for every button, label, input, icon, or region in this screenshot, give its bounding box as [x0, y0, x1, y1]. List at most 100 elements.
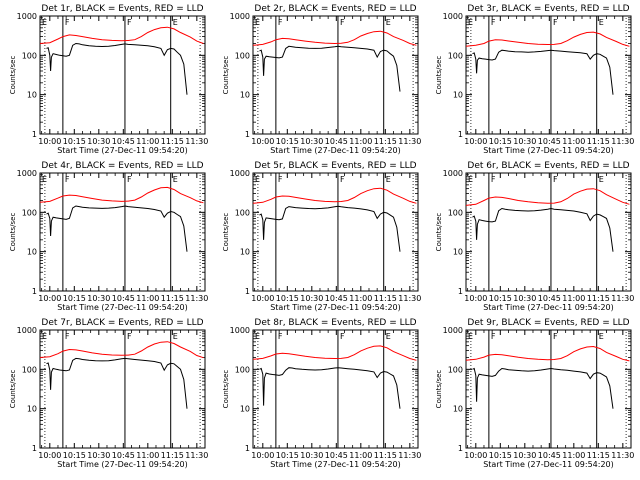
- x-tick-label: 10:45: [538, 451, 561, 460]
- marker-label: E: [42, 332, 47, 341]
- y-tick-label: 100: [22, 208, 37, 217]
- marker-label: E: [386, 18, 391, 27]
- x-tick-label: 11:15: [374, 294, 397, 303]
- x-tick-label: 10:30: [87, 294, 110, 303]
- marker-label: F: [340, 332, 345, 341]
- x-axis-label: Start Time (27-Dec-11 09:54:20): [483, 303, 614, 312]
- x-tick-label: 11:00: [136, 137, 159, 146]
- x-tick-label: 10:15: [63, 294, 86, 303]
- plot-frame: [39, 172, 206, 292]
- marker-label: F: [127, 332, 132, 341]
- x-tick-label: 11:30: [398, 451, 421, 460]
- series-line-lld: [39, 26, 204, 44]
- x-tick-label: 11:15: [587, 294, 610, 303]
- marker-label: F: [491, 175, 496, 184]
- series-line-lld: [252, 345, 417, 361]
- panel-title: Det 2r, BLACK = Events, RED = LLD: [254, 4, 416, 14]
- marker-label: E: [386, 332, 391, 341]
- x-tick-label: 10:30: [300, 294, 323, 303]
- y-axis-label: Counts/sec: [9, 213, 17, 252]
- panel-7: Det 7r, BLACK = Events, RED = LLD 1 10 100 1…: [9, 318, 208, 469]
- y-axis-label: Counts/sec: [435, 370, 443, 409]
- y-axis-label: Counts/sec: [435, 213, 443, 252]
- x-tick-label: 10:15: [276, 137, 299, 146]
- x-tick-label: 11:15: [161, 294, 184, 303]
- x-tick-label: 10:00: [38, 137, 61, 146]
- x-axis-label: Start Time (27-Dec-11 09:54:20): [483, 460, 614, 469]
- y-tick-label: 10: [453, 91, 463, 100]
- x-tick-label: 10:30: [513, 294, 536, 303]
- panel-title: Det 5r, BLACK = Events, RED = LLD: [254, 161, 416, 171]
- series-line-events: [472, 367, 614, 409]
- panel-8: Det 8r, BLACK = Events, RED = LLD 1 10 100 1…: [222, 318, 421, 469]
- marker-label: E: [42, 18, 47, 27]
- x-tick-label: 11:00: [562, 137, 585, 146]
- plot-frame: [39, 15, 206, 135]
- x-tick-label: 10:45: [325, 137, 348, 146]
- y-tick-label: 1: [32, 130, 37, 139]
- x-tick-label: 10:30: [513, 451, 536, 460]
- y-tick-label: 1000: [443, 12, 463, 21]
- x-tick-label: 10:15: [63, 451, 86, 460]
- y-axis-label: Counts/sec: [222, 213, 230, 252]
- series-line-events: [46, 205, 188, 252]
- marker-label: E: [173, 175, 178, 184]
- series-line-events: [46, 42, 188, 95]
- x-tick-label: 10:30: [87, 451, 110, 460]
- x-tick-label: 10:15: [63, 137, 86, 146]
- y-tick-label: 1: [245, 287, 250, 296]
- y-tick-label: 10: [453, 405, 463, 414]
- x-tick-label: 10:45: [325, 294, 348, 303]
- y-tick-label: 1000: [17, 169, 37, 178]
- x-axis-label: Start Time (27-Dec-11 09:54:20): [57, 303, 188, 312]
- y-tick-label: 10: [240, 91, 250, 100]
- x-tick-label: 10:00: [464, 294, 487, 303]
- panel-title: Det 6r, BLACK = Events, RED = LLD: [467, 161, 629, 171]
- series-line-lld: [252, 187, 417, 204]
- marker-label: F: [553, 332, 558, 341]
- series-line-events: [472, 207, 614, 252]
- marker-label: E: [599, 18, 604, 27]
- panel-title: Det 9r, BLACK = Events, RED = LLD: [467, 318, 629, 328]
- x-tick-label: 11:00: [562, 451, 585, 460]
- y-tick-label: 1: [458, 287, 463, 296]
- x-tick-label: 10:00: [251, 451, 274, 460]
- x-tick-label: 10:00: [38, 294, 61, 303]
- y-tick-label: 1: [245, 444, 250, 453]
- marker-label: E: [173, 18, 178, 27]
- series-line-events: [259, 45, 401, 92]
- series-line-lld: [39, 186, 204, 204]
- plot-frame: [39, 329, 206, 449]
- x-tick-label: 11:00: [349, 137, 372, 146]
- panel-1: Det 1r, BLACK = Events, RED = LLD 1 10 100 1…: [9, 4, 208, 155]
- marker-label: F: [278, 18, 283, 27]
- x-tick-label: 10:30: [300, 451, 323, 460]
- x-tick-label: 11:00: [349, 294, 372, 303]
- panel-3: Det 3r, BLACK = Events, RED = LLD 1 10 100 1…: [435, 4, 634, 155]
- plot-frame: [252, 15, 419, 135]
- y-tick-label: 1000: [17, 12, 37, 21]
- y-axis-label: Counts/sec: [222, 56, 230, 95]
- panel-2: Det 2r, BLACK = Events, RED = LLD 1 10 100 1…: [222, 4, 421, 155]
- x-tick-label: 11:30: [185, 137, 208, 146]
- marker-label: E: [468, 332, 473, 341]
- x-tick-label: 10:45: [112, 294, 135, 303]
- series-line-lld: [465, 31, 630, 47]
- y-tick-label: 100: [235, 208, 250, 217]
- y-axis-label: Counts/sec: [435, 56, 443, 95]
- x-tick-label: 11:15: [587, 451, 610, 460]
- marker-label: F: [491, 332, 496, 341]
- y-tick-label: 100: [235, 365, 250, 374]
- x-tick-label: 10:00: [464, 137, 487, 146]
- marker-label: E: [255, 332, 260, 341]
- marker-label: F: [65, 175, 70, 184]
- x-tick-label: 10:45: [112, 137, 135, 146]
- y-axis-label: Counts/sec: [9, 56, 17, 95]
- y-tick-label: 100: [448, 208, 463, 217]
- panel-5: Det 5r, BLACK = Events, RED = LLD 1 10 100 1…: [222, 161, 421, 312]
- y-axis-label: Counts/sec: [9, 370, 17, 409]
- x-axis-label: Start Time (27-Dec-11 09:54:20): [270, 303, 401, 312]
- x-axis-label: Start Time (27-Dec-11 09:54:20): [270, 146, 401, 155]
- y-tick-label: 100: [22, 365, 37, 374]
